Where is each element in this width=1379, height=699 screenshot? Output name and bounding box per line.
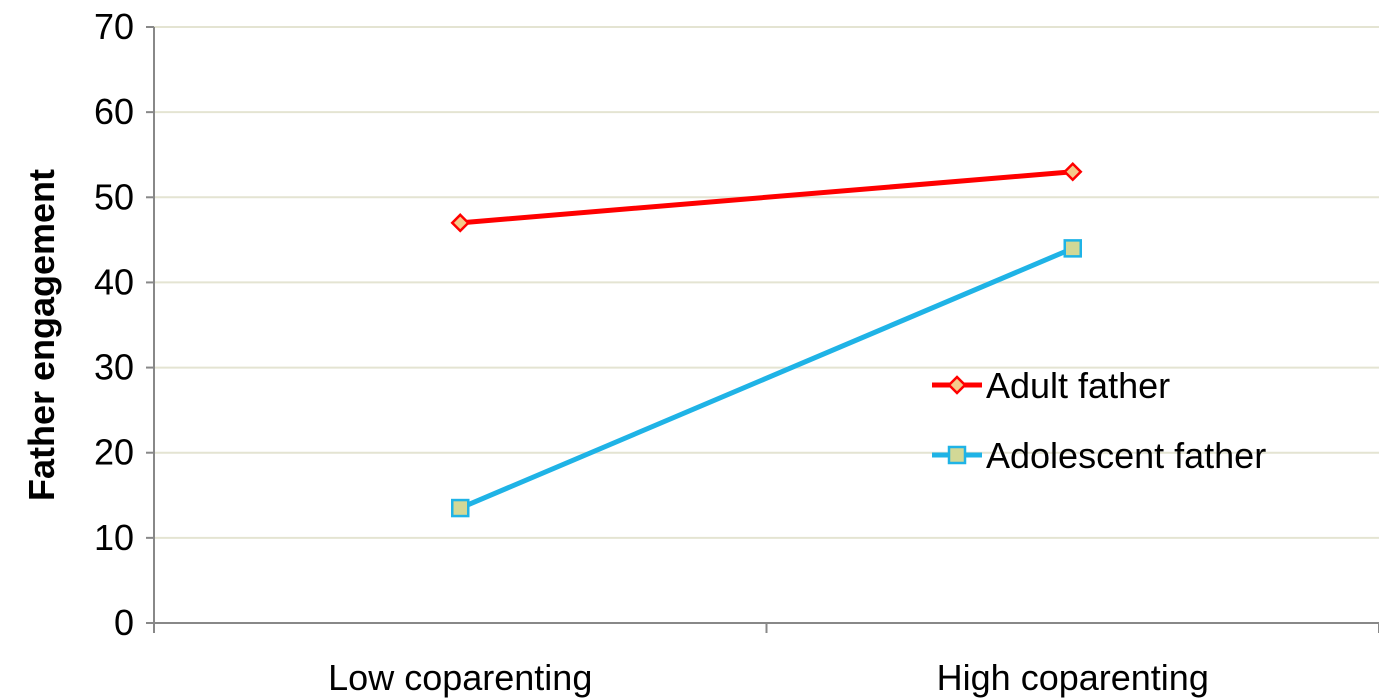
- y-axis-title: Father engagement: [21, 169, 62, 501]
- x-category-label: High coparenting: [937, 657, 1209, 698]
- y-tick-label: 60: [94, 91, 134, 132]
- legend-marker: [947, 375, 967, 395]
- axes: 0 10 20 30 40 50 60 70 Low coparenting High copar…: [94, 6, 1379, 698]
- series-line-1: [457, 245, 1076, 511]
- legend-marker: [947, 445, 967, 465]
- series-line-0: [457, 169, 1076, 226]
- legend: Adult father Adolescent father: [932, 365, 1266, 476]
- y-tick-label: 10: [94, 517, 134, 558]
- y-tick-label: 50: [94, 176, 134, 217]
- y-tick-label: 40: [94, 261, 134, 302]
- y-tick-label: 0: [114, 602, 134, 643]
- data-point-1-0: [451, 498, 470, 518]
- data-point-0-0: [450, 213, 471, 233]
- legend-label: Adolescent father: [986, 435, 1266, 476]
- y-tick-label: 30: [94, 347, 134, 388]
- y-tick-label: 20: [94, 432, 134, 473]
- legend-label: Adult father: [986, 365, 1170, 406]
- y-tick-label: 70: [94, 6, 134, 47]
- data-point-0-1: [1062, 161, 1083, 182]
- x-category-label: Low coparenting: [328, 657, 592, 698]
- data-point-1-1: [1063, 239, 1082, 258]
- series: [450, 161, 1083, 518]
